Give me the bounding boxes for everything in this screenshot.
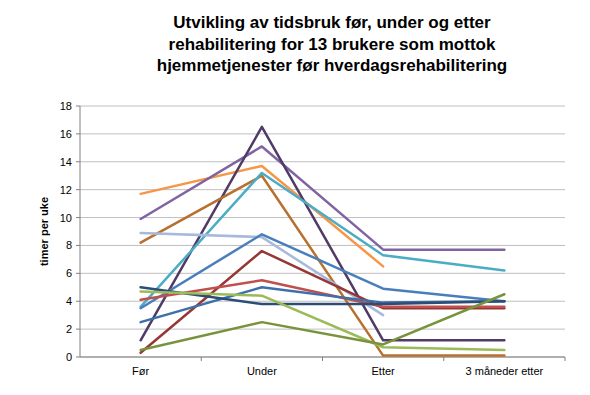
y-tick-label: 16 bbox=[60, 128, 72, 140]
y-tick bbox=[76, 329, 80, 330]
y-tick-label: 4 bbox=[66, 295, 72, 307]
x-tick bbox=[322, 357, 323, 361]
series-line bbox=[141, 251, 505, 353]
series-line bbox=[141, 294, 505, 350]
y-tick-label: 18 bbox=[60, 100, 72, 112]
y-tick-label: 14 bbox=[60, 156, 72, 168]
series-line bbox=[141, 287, 505, 304]
x-tick-label: 3 måneder etter bbox=[466, 365, 544, 377]
y-axis bbox=[80, 106, 81, 357]
y-tick bbox=[76, 161, 80, 162]
series-line bbox=[141, 291, 505, 350]
y-tick-label: 8 bbox=[66, 239, 72, 251]
y-tick bbox=[76, 273, 80, 274]
title-line: hjemmetjenester før hverdagsrehabiliteri… bbox=[157, 56, 508, 75]
y-tick-label: 12 bbox=[60, 184, 72, 196]
x-tick bbox=[443, 357, 444, 361]
y-tick bbox=[76, 245, 80, 246]
title-line: Utvikling av tidsbruk før, under og ette… bbox=[173, 13, 491, 32]
y-tick-label: 10 bbox=[60, 212, 72, 224]
lines bbox=[141, 127, 505, 356]
series-line bbox=[141, 234, 505, 308]
grid-line bbox=[80, 161, 565, 162]
y-tick-label: 2 bbox=[66, 323, 72, 335]
series-line bbox=[141, 176, 505, 356]
grid-line bbox=[80, 133, 565, 134]
y-axis-label: timer per uke bbox=[38, 197, 50, 266]
y-tick-label: 6 bbox=[66, 267, 72, 279]
y-tick bbox=[76, 357, 80, 358]
grid-line bbox=[80, 245, 565, 246]
title: Utvikling av tidsbruk før, under og ette… bbox=[157, 13, 508, 75]
chart: Utvikling av tidsbruk før, under og ette… bbox=[0, 0, 590, 395]
title-line: rehabilitering for 13 brukere som mottok bbox=[169, 35, 496, 54]
y-tick-label: 0 bbox=[66, 351, 72, 363]
y-tick bbox=[76, 301, 80, 302]
x-tick-label: Etter bbox=[372, 365, 396, 377]
x-tick bbox=[201, 357, 202, 361]
grid-line bbox=[80, 273, 565, 274]
series-line bbox=[141, 173, 505, 307]
x-tick-label: Før bbox=[132, 365, 149, 377]
y-tick bbox=[76, 133, 80, 134]
x-tick-label: Under bbox=[247, 365, 277, 377]
y-tick bbox=[76, 189, 80, 190]
grid-line bbox=[80, 106, 565, 107]
grid-line bbox=[80, 329, 565, 330]
y-tick bbox=[76, 106, 80, 107]
x-tick bbox=[565, 357, 566, 361]
y-tick bbox=[76, 217, 80, 218]
